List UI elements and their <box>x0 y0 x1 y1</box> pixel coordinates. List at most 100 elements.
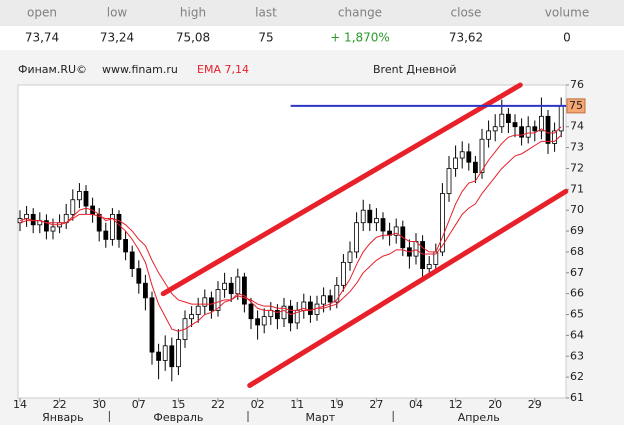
candle-body <box>479 138 485 174</box>
candle-body <box>413 241 419 257</box>
x-tick-label: 29 <box>528 398 542 411</box>
candle-body <box>103 230 109 240</box>
y-tick-label: 66 <box>570 287 584 300</box>
x-tick-label: 12 <box>449 398 463 411</box>
y-tick-label: 64 <box>570 328 584 341</box>
candle-body <box>552 130 557 144</box>
table-value: 73,24 <box>100 31 134 45</box>
url: www.finam.ru <box>102 63 178 76</box>
table-header: change <box>338 6 382 20</box>
x-tick-label: 15 <box>171 398 185 411</box>
candle-body <box>334 284 340 303</box>
candle-body <box>50 226 56 232</box>
x-tick-label: 04 <box>409 398 423 411</box>
y-tick-label: 69 <box>570 224 584 237</box>
plot-area <box>17 84 567 399</box>
candle-body <box>281 305 287 320</box>
candle-body <box>248 303 254 320</box>
table-value: + 1,870% <box>330 31 390 45</box>
candle-body <box>261 316 267 326</box>
candle-body <box>222 282 228 290</box>
y-tick-label: 70 <box>570 203 584 216</box>
table-value: 73,74 <box>25 31 59 45</box>
candle-body <box>545 115 551 144</box>
y-tick-label: 67 <box>570 266 584 279</box>
candle-body <box>110 213 115 240</box>
table-value: 0 <box>563 31 571 45</box>
candle-body <box>116 213 122 240</box>
chart-title: Brent Дневной <box>373 63 456 76</box>
candle-body <box>255 318 261 326</box>
y-tick-label: 63 <box>570 349 584 362</box>
y-tick-label: 68 <box>570 245 584 258</box>
month-label: Февраль <box>153 411 203 424</box>
candle-body <box>83 191 89 207</box>
candle-body <box>380 218 386 232</box>
table-value: 75,08 <box>176 31 210 45</box>
x-tick-label: 14 <box>13 398 27 411</box>
table-header: last <box>255 6 277 20</box>
level-label: 75 <box>569 99 583 112</box>
candle-body <box>453 157 459 169</box>
table-header: open <box>27 6 57 20</box>
candle-body <box>77 191 82 201</box>
candle-body <box>340 261 346 286</box>
candle-body <box>129 251 135 270</box>
candle-body <box>492 126 498 132</box>
table-header: close <box>451 6 482 20</box>
candle-body <box>44 220 49 232</box>
candle-body <box>274 309 280 320</box>
x-tick-label: 11 <box>290 398 304 411</box>
month-label: Апрель <box>458 411 500 424</box>
candle-body <box>472 161 478 174</box>
candle-body <box>307 301 313 315</box>
candle-body <box>70 199 76 215</box>
candle-body <box>241 276 247 305</box>
candle-body <box>30 213 36 226</box>
y-tick-label: 61 <box>570 391 584 404</box>
x-tick-label: 19 <box>330 398 344 411</box>
table-row-bg <box>0 26 624 50</box>
month-label: Январь <box>42 411 84 424</box>
candle-body <box>426 264 432 270</box>
candle-body <box>24 213 30 219</box>
trend-line <box>160 82 523 297</box>
candle-body <box>202 297 208 307</box>
table-header: volume <box>545 6 589 20</box>
candle-body <box>367 209 373 224</box>
candle-body <box>499 113 505 128</box>
candle-body <box>512 122 518 128</box>
x-tick-label: 02 <box>251 398 265 411</box>
candle-body <box>525 126 531 138</box>
candle-body <box>136 268 142 284</box>
candle-body <box>189 314 195 320</box>
candle-body <box>505 113 511 123</box>
x-tick-label: 30 <box>92 398 106 411</box>
y-tick-label: 65 <box>570 308 584 321</box>
candle-body <box>539 115 544 132</box>
y-tick-label: 73 <box>570 141 584 154</box>
candle-body <box>373 218 379 224</box>
trend-line <box>247 188 569 388</box>
candle-body <box>486 130 492 140</box>
candle-body <box>466 151 472 163</box>
y-tick-label: 76 <box>570 78 584 91</box>
candle-body <box>393 226 399 236</box>
y-tick-label: 71 <box>570 182 584 195</box>
x-tick-label: 22 <box>211 398 225 411</box>
x-tick-label: 27 <box>369 398 383 411</box>
x-tick-label: 07 <box>132 398 146 411</box>
level-label-bg <box>566 98 586 114</box>
y-tick-label: 72 <box>570 161 584 174</box>
candle-body <box>347 251 353 263</box>
table-header: low <box>107 6 128 20</box>
candle-body <box>162 345 168 361</box>
table-value: 75 <box>258 31 273 45</box>
candle-body <box>360 209 366 224</box>
candle-body <box>195 305 201 315</box>
source: Финам.RU© <box>18 63 87 76</box>
candle-body <box>123 239 128 253</box>
table-value: 73,62 <box>449 31 483 45</box>
indicator: EMA 7,14 <box>197 63 249 76</box>
